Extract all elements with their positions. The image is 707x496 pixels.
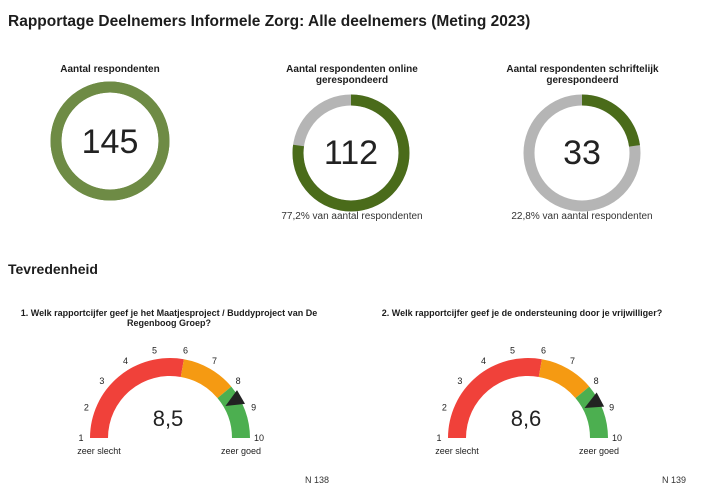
gauge-max-label: zeer goed [579, 446, 619, 456]
gauge-value: 8,6 [511, 406, 542, 431]
gauge-band [217, 386, 250, 438]
gauge-tick-label: 9 [609, 403, 614, 413]
question-title-2: 2. Welk rapportcijfer geef je de onderst… [381, 308, 663, 318]
kpi-ring-value [50, 81, 170, 201]
gauge-tick-label: 2 [442, 403, 447, 413]
gauge-tick-label: 10 [612, 433, 622, 443]
page-title: Rapportage Deelnemers Informele Zorg: Al… [8, 13, 531, 30]
kpi-title-written: Aantal respondenten schriftelijk gerespo… [506, 64, 659, 86]
kpi-ring-written: 33 [523, 94, 641, 212]
kpi-value: 112 [324, 134, 378, 172]
gauge-tick-label: 1 [436, 433, 441, 443]
gauge-1: 1 2 3 4 5 6 7 8 9 10 8,5 zeer slecht zeer goed [77, 345, 264, 456]
kpi-title-online: Aantal respondenten online gerespondeerd [286, 64, 418, 86]
kpi-ring-value [523, 94, 641, 212]
gauge-tick-label: 1 [78, 433, 83, 443]
gauge-tick-label: 3 [457, 376, 462, 386]
gauge-tick-label: 6 [183, 345, 188, 355]
kpi-value: 33 [563, 134, 601, 172]
kpi-value: 145 [82, 123, 139, 161]
gauge-tick-label: 9 [251, 403, 256, 413]
gauge-band [180, 359, 232, 399]
gauge-pointer [225, 390, 246, 406]
gauge-tick-label: 7 [212, 356, 217, 366]
gauge-tick-label: 2 [84, 403, 89, 413]
gauge-tick-label: 3 [99, 376, 104, 386]
gauge-tick-label: 6 [541, 345, 546, 355]
n-count-2: N 139 [662, 475, 687, 485]
gauge-band [575, 386, 608, 438]
gauge-pointer [584, 392, 605, 408]
gauge-tick-label: 7 [570, 356, 575, 366]
kpi-ring-value [292, 94, 410, 212]
gauge-band [448, 358, 542, 438]
gauge-tick-label: 5 [510, 345, 515, 355]
gauge-tick-label: 4 [481, 356, 486, 366]
kpi-title-total: Aantal respondenten [60, 64, 160, 75]
gauge-band [538, 359, 590, 399]
gauge-max-label: zeer goed [221, 446, 261, 456]
kpi-subtitle-written: 22,8% van aantal respondenten [511, 211, 653, 222]
question-title-1: 1. Welk rapportcijfer geef je het Maatje… [20, 308, 318, 328]
gauge-tick-label: 8 [594, 376, 599, 386]
gauge-value: 8,5 [153, 406, 184, 431]
n-count-1: N 138 [305, 475, 330, 485]
gauge-tick-label: 4 [123, 356, 128, 366]
gauge-min-label: zeer slecht [77, 446, 121, 456]
kpi-ring-online: 112 [292, 94, 410, 212]
kpi-ring-total: 145 [50, 81, 170, 201]
gauge-min-label: zeer slecht [435, 446, 479, 456]
section-title: Tevredenheid [8, 261, 98, 277]
kpi-subtitle-online: 77,2% van aantal respondenten [281, 211, 423, 222]
gauge-tick-label: 8 [236, 376, 241, 386]
gauge-band [90, 358, 184, 438]
gauge-tick-label: 5 [152, 345, 157, 355]
gauge-tick-label: 10 [254, 433, 264, 443]
gauge-2: 1 2 3 4 5 6 7 8 9 10 8,6 zeer slecht zeer goed [435, 345, 622, 456]
